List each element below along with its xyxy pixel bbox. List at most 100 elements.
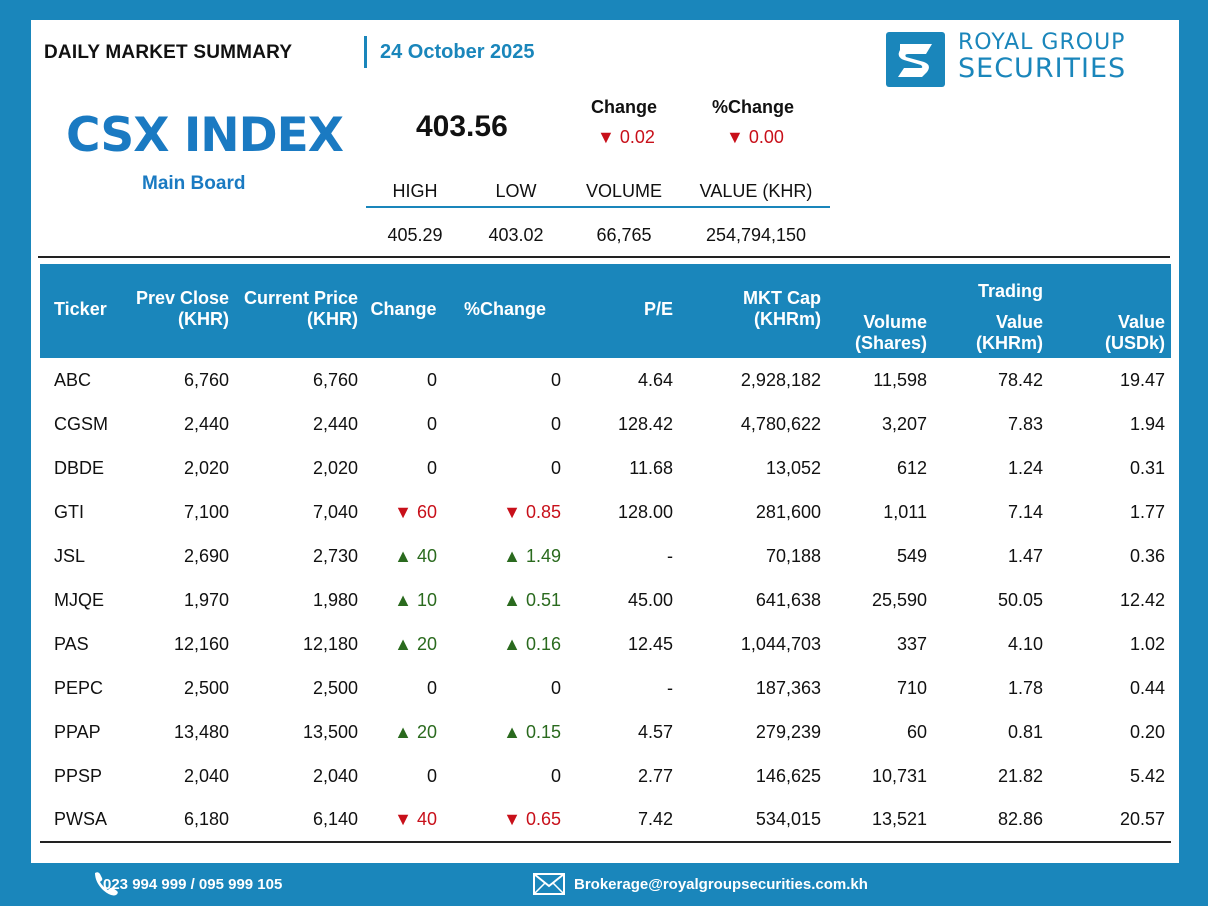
triangle-down-icon: ▼: [503, 501, 526, 522]
triangle-up-icon: ▲: [394, 633, 417, 654]
cell-change-value: 20: [416, 633, 437, 654]
table-header-row: Ticker Prev Close (KHR) Current Price (K…: [40, 264, 1171, 358]
cell-change-value: 10: [416, 589, 437, 610]
mail-icon: [533, 873, 565, 900]
cell-pct-change: 0: [550, 457, 561, 478]
cell-mkt-cap: 70,188: [765, 545, 821, 566]
cell-prev-close: 2,500: [183, 677, 229, 698]
cell-pe: 45.00: [627, 589, 673, 610]
cell-current-price: 6,140: [235, 798, 364, 843]
cell-current-price: 2,020: [312, 457, 358, 478]
col-prev-close: Prev Close (KHR): [124, 264, 235, 358]
col-ticker: Ticker: [54, 298, 107, 319]
index-change: ▼ 0.02: [597, 127, 655, 148]
cell-prev-close: 6,760: [183, 369, 229, 390]
index-pct-change: ▼ 0.00: [726, 127, 784, 148]
cell-ticker: PPSP: [54, 765, 103, 786]
cell-current-price: 1,980: [312, 589, 358, 610]
cell-volume: 3,207: [881, 413, 927, 434]
footer-email: Brokerage@royalgroupsecurities.com.kh: [574, 876, 868, 893]
col-value-khr-line1: Value: [995, 312, 1043, 332]
trading-group-label: Trading: [977, 281, 1043, 301]
cell-ticker: CGSM: [54, 413, 108, 434]
cell-volume: 11,598: [873, 369, 927, 390]
col-mkt-cap-line2: (KHRm): [754, 309, 821, 329]
triangle-up-icon: ▲: [503, 721, 526, 742]
table-row: JSL 2,690 2,730 ▲ 40 ▲ 1.49-70,188 549 1.47 0.3…: [40, 534, 1171, 578]
cell-change: ▲ 10: [364, 578, 443, 622]
table-row: PPAP 13,480 13,500 ▲ 20 ▲ 0.15 4.57 279,239 60 0…: [40, 710, 1171, 754]
cell-value-usd: 1.94: [1129, 413, 1165, 434]
cell-mkt-cap: 4,780,622: [740, 413, 821, 434]
cell-change: 0: [426, 369, 437, 390]
cell-prev-close: 12,160: [173, 633, 229, 654]
cell-current-price: 2,730: [312, 545, 358, 566]
cell-current-price: 7,040: [312, 501, 358, 522]
cell-current-price: 13,500: [302, 721, 358, 742]
cell-value-usd: 0.44: [1129, 677, 1165, 698]
stat-high: 405.29: [387, 225, 443, 245]
phone-icon: [91, 870, 121, 901]
cell-change: 0: [426, 765, 437, 786]
table-row: PAS 12,160 12,180 ▲ 20 ▲ 0.16 12.45 1,044,703 3…: [40, 622, 1171, 666]
cell-change: 0: [426, 413, 437, 434]
cell-prev-close: 6,180: [124, 798, 235, 843]
cell-pct-change-value: 0.16: [525, 633, 561, 654]
cell-change-value: 20: [416, 721, 437, 742]
cell-change: 0: [426, 677, 437, 698]
report-title: DAILY MARKET SUMMARY: [44, 42, 293, 63]
summary-card: DAILY MARKET SUMMARY 24 October 2025 ROY…: [31, 20, 1179, 863]
cell-prev-close: 2,440: [183, 413, 229, 434]
cell-pe: -: [667, 677, 673, 698]
cell-change: ▼ 40: [364, 798, 443, 843]
cell-pct-change: ▼ 0.65: [443, 798, 567, 843]
cell-prev-close: 7,100: [183, 501, 229, 522]
cell-prev-close: 2,020: [183, 457, 229, 478]
index-name: CSX INDEX: [66, 108, 344, 163]
stat-low: 403.02: [488, 225, 544, 245]
cell-mkt-cap: 187,363: [755, 677, 821, 698]
index-change-value: 0.02: [619, 127, 655, 147]
triangle-down-icon: ▼: [394, 501, 417, 522]
stat-header-high: HIGH: [392, 181, 438, 201]
triangle-down-icon: ▼: [503, 809, 526, 829]
col-change: Change: [370, 298, 437, 319]
triangle-up-icon: ▲: [394, 545, 417, 566]
triangle-down-icon: ▼: [726, 127, 744, 147]
cell-current-price: 2,440: [312, 413, 358, 434]
index-pct-change-label: %Change: [712, 97, 795, 117]
cell-mkt-cap: 279,239: [755, 721, 821, 742]
cell-pct-change-value: 0.65: [525, 809, 561, 829]
col-current-price-line2: (KHR): [307, 309, 358, 329]
brand-logo: ROYAL GROUP SECURITIES: [958, 32, 1126, 83]
cell-value-usd: 0.31: [1129, 457, 1165, 478]
cell-volume: 1,011: [883, 501, 927, 522]
cell-prev-close: 1,970: [183, 589, 229, 610]
cell-pe: 128.42: [617, 413, 673, 434]
col-value-khr: Trading Value (KHRm): [933, 264, 1049, 358]
table-row: PWSA 6,180 6,140 ▼ 40 ▼ 0.65 7.42 534,015 13,52…: [40, 798, 1171, 843]
cell-pct-change-value: 0.15: [525, 721, 561, 742]
stat-header-value: VALUE (KHR): [699, 181, 813, 201]
cell-volume: 25,590: [871, 589, 927, 610]
logo-mark-icon: [886, 32, 945, 87]
col-value-khr-line2: (KHRm): [976, 333, 1043, 353]
triangle-up-icon: ▲: [503, 589, 526, 610]
stat-volume: 66,765: [596, 225, 652, 245]
cell-value-usd: 1.02: [1129, 633, 1165, 654]
col-prev-close-line2: (KHR): [178, 309, 229, 329]
cell-pe: 4.64: [637, 369, 673, 390]
cell-pct-change-value: 0.85: [525, 501, 561, 522]
cell-pct-change: 0: [550, 765, 561, 786]
cell-change: ▲ 20: [364, 622, 443, 666]
cell-value-usd: 0.36: [1129, 545, 1165, 566]
cell-current-price: 2,500: [312, 677, 358, 698]
cell-value-khr: 0.81: [1007, 721, 1043, 742]
cell-value-khr: 21.82: [997, 765, 1043, 786]
cell-value-usd: 0.20: [1129, 721, 1165, 742]
cell-ticker: MJQE: [54, 589, 105, 610]
cell-ticker: JSL: [54, 545, 86, 566]
cell-prev-close: 2,040: [183, 765, 229, 786]
header-divider: [364, 36, 367, 68]
cell-pct-change: ▲ 0.51: [443, 578, 567, 622]
